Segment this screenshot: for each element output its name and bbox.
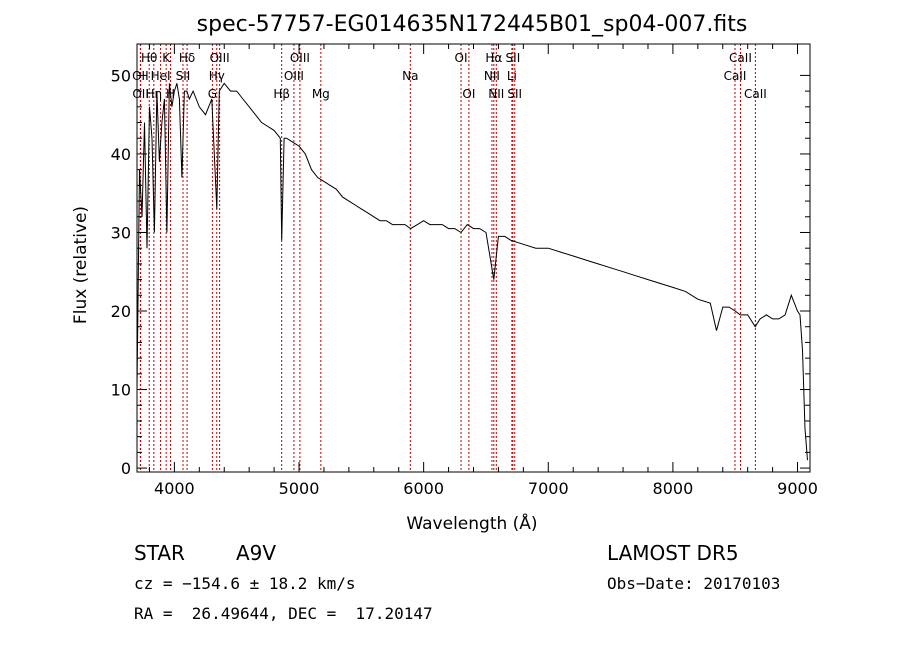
x-axis-label: Wavelength (Å): [406, 512, 537, 534]
line-label-4: HeI: [151, 69, 171, 83]
line-label-13: OIII: [284, 69, 304, 83]
line-label-26: CaII: [724, 69, 747, 83]
redshift-value: cz = −154.6 ± 18.2 km/s: [134, 574, 356, 593]
line-label-21: NII: [488, 87, 504, 101]
survey-name: LAMOST DR5: [607, 541, 739, 565]
y-tick-label: 40: [111, 145, 131, 164]
line-label-7: SII: [176, 69, 191, 83]
y-tick-label: 0: [121, 459, 131, 478]
x-tick-label: 6000: [403, 479, 444, 498]
x-axis-ticks: 4000 5000 6000 7000 8000 9000: [148, 44, 818, 498]
line-label-5: Hη: [146, 87, 163, 101]
line-label-19: Hα: [485, 51, 502, 65]
line-label-18: OI: [462, 87, 475, 101]
y-tick-label: 30: [111, 223, 131, 242]
line-label-22: SII: [506, 51, 521, 65]
line-label-6: Hδ: [179, 51, 195, 65]
spectrum-line: [136, 82, 808, 461]
line-label-23: Li: [507, 69, 517, 83]
line-label-11: G: [208, 87, 217, 101]
line-label-24: SII: [507, 87, 522, 101]
y-axis-ticks: 0 10 20 30 40 50: [111, 66, 810, 478]
line-label-3: K: [162, 51, 171, 65]
obs-date: Obs−Date: 20170103: [607, 574, 781, 593]
x-tick-label: 4000: [154, 479, 195, 498]
y-tick-label: 10: [111, 381, 131, 400]
y-axis-label: Flux (relative): [71, 206, 91, 324]
line-label-27: CaII: [744, 87, 767, 101]
x-tick-label: 8000: [653, 479, 694, 498]
chart-title: spec-57757-EG014635N172445B01_sp04-007.f…: [197, 12, 748, 37]
line-label-20: NII: [484, 69, 500, 83]
line-label-10: Hγ: [209, 69, 225, 83]
coordinates: RA = 26.49644, DEC = 17.20147: [134, 604, 433, 623]
object-subclass: A9V: [236, 541, 277, 565]
line-label-16: Na: [402, 69, 418, 83]
x-tick-label: 7000: [528, 479, 569, 498]
plot-frame: [136, 43, 811, 473]
x-tick-label: 5000: [279, 479, 320, 498]
line-label-14: Hβ: [273, 87, 290, 101]
object-class: STAR: [134, 541, 185, 565]
line-label-0: Hθ: [141, 51, 157, 65]
line-label-25: CaII: [729, 51, 752, 65]
y-tick-label: 50: [111, 66, 131, 85]
x-tick-label: 9000: [777, 479, 818, 498]
line-label-9: OIII: [210, 51, 230, 65]
line-label-1: OII: [132, 69, 149, 83]
line-label-17: OI: [455, 51, 468, 65]
line-label-2: OII: [132, 87, 149, 101]
line-label-15: Mg: [312, 87, 330, 101]
line-marker-group: [139, 44, 756, 472]
y-tick-label: 20: [111, 302, 131, 321]
line-label-12: OIII: [290, 51, 310, 65]
